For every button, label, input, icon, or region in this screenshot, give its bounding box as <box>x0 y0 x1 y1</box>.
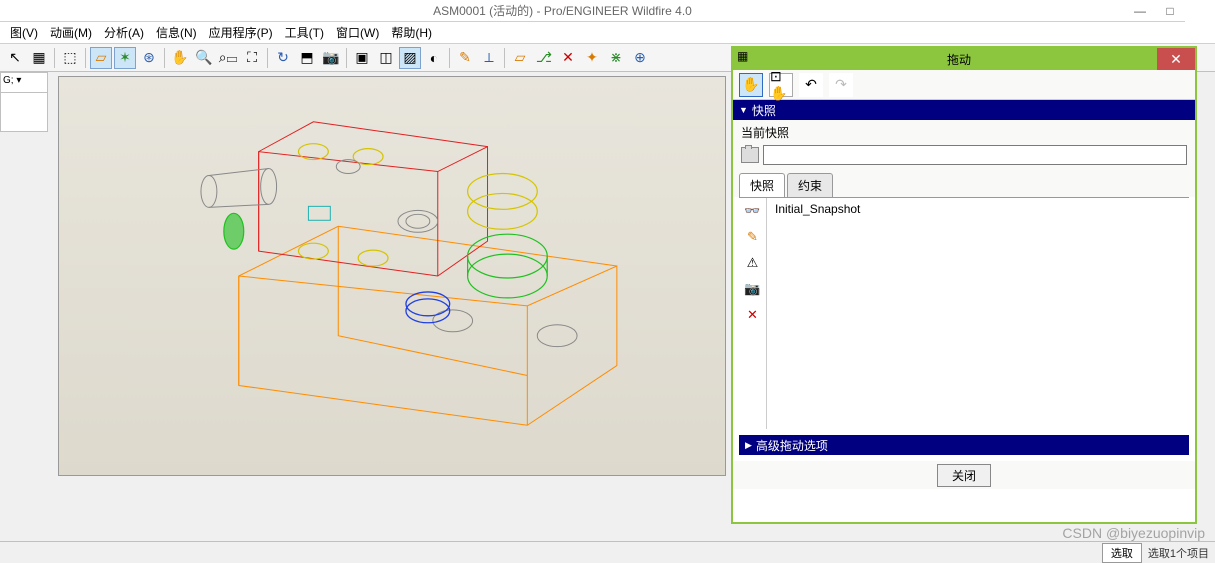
close-button[interactable] <box>1185 0 1215 22</box>
wireframe-icon[interactable]: ▣ <box>351 47 373 69</box>
menu-anim[interactable]: 动画(M) <box>44 22 98 43</box>
maximize-button[interactable]: □ <box>1155 0 1185 22</box>
glasses-icon[interactable]: 👓 <box>744 202 762 220</box>
snapshot-list[interactable]: Initial_Snapshot <box>767 198 1189 429</box>
point-drag-icon[interactable]: ✋ <box>739 73 763 97</box>
separator <box>85 48 86 68</box>
cad-model-icon <box>59 77 725 475</box>
plane-display-icon[interactable]: ▱ <box>509 47 531 69</box>
delete-icon[interactable]: ✕ <box>744 306 762 324</box>
dialog-close-button[interactable]: ✕ <box>1157 48 1195 70</box>
refit-icon[interactable]: ↻ <box>272 47 294 69</box>
left-filter-value: G; <box>3 75 14 86</box>
watermark-text: CSDN @biyezuopinvip <box>1062 525 1205 541</box>
menu-bar: 图(V) 动画(M) 分析(A) 信息(N) 应用程序(P) 工具(T) 窗口(… <box>0 22 1215 44</box>
extra-2-icon[interactable]: ⊕ <box>629 47 651 69</box>
pencil-icon[interactable]: ✎ <box>744 228 762 246</box>
datum-point-icon[interactable]: ⊛ <box>138 47 160 69</box>
redo-icon[interactable]: ↷ <box>829 73 853 97</box>
point-display-icon[interactable]: ✕ <box>557 47 579 69</box>
menu-analysis[interactable]: 分析(A) <box>98 22 150 43</box>
snapshot-section-label: 快照 <box>752 102 776 119</box>
hidden-line-icon[interactable]: ◫ <box>375 47 397 69</box>
tab-snapshot[interactable]: 快照 <box>739 173 785 197</box>
shaded-icon[interactable]: ◐ <box>423 47 445 69</box>
title-bar: ASM0001 (活动的) - Pro/ENGINEER Wildfire 4.… <box>0 0 1215 22</box>
datum-axis-icon[interactable]: ✶ <box>114 47 136 69</box>
dialog-footer: 关闭 <box>733 461 1195 489</box>
dialog-title-bar[interactable]: ▦ 拖动 ✕ <box>733 48 1195 70</box>
advanced-section-label: 高级拖动选项 <box>756 437 828 454</box>
separator <box>504 48 505 68</box>
separator <box>267 48 268 68</box>
dialog-tabs: 快照 约束 <box>733 169 1195 197</box>
dialog-close-btn[interactable]: 关闭 <box>937 464 991 487</box>
stop-icon[interactable]: ▦ <box>28 47 50 69</box>
dialog-title: 拖动 <box>761 51 1157 68</box>
measure-icon[interactable]: ⟂ <box>478 47 500 69</box>
snapshot-body: 👓 ✎ ⚠ 📷 ✕ Initial_Snapshot <box>739 197 1189 429</box>
graphics-viewport[interactable] <box>58 76 726 476</box>
menu-view[interactable]: 图(V) <box>4 22 44 43</box>
separator <box>164 48 165 68</box>
menu-window[interactable]: 窗口(W) <box>330 22 385 43</box>
warning-icon[interactable]: ⚠ <box>744 254 762 272</box>
undo-icon[interactable]: ↶ <box>799 73 823 97</box>
minimize-button[interactable]: — <box>1125 0 1155 22</box>
left-filter-dropdown[interactable]: G; ▾ <box>1 73 47 93</box>
select-rect-icon[interactable]: ⬚ <box>59 47 81 69</box>
menu-info[interactable]: 信息(N) <box>150 22 203 43</box>
current-snapshot-label: 当前快照 <box>741 124 1187 141</box>
camera-icon[interactable] <box>741 147 759 163</box>
expand-icon: ▶ <box>745 440 752 451</box>
pan-icon[interactable]: ✋ <box>169 47 191 69</box>
dialog-icon: ▦ <box>737 49 757 69</box>
current-snapshot-input[interactable] <box>763 145 1187 165</box>
status-select-button[interactable]: 选取 <box>1102 543 1142 563</box>
extra-1-icon[interactable]: ⋇ <box>605 47 627 69</box>
body-drag-icon[interactable]: ⊡✋ <box>769 73 793 97</box>
window-buttons: — □ <box>1125 0 1215 22</box>
camera-snap-icon[interactable]: 📷 <box>744 280 762 298</box>
separator <box>54 48 55 68</box>
collapse-icon: ▼ <box>739 105 748 115</box>
orient-icon[interactable]: ⬒ <box>296 47 318 69</box>
zoom-window-icon[interactable]: ⌕▭ <box>217 47 239 69</box>
zoom-fit-icon[interactable]: ⛶ <box>241 47 263 69</box>
saved-view-icon[interactable]: 📷 <box>320 47 342 69</box>
separator <box>449 48 450 68</box>
arrow-icon[interactable]: ↖ <box>4 47 26 69</box>
datum-plane-icon[interactable]: ▱ <box>90 47 112 69</box>
drag-dialog: ▦ 拖动 ✕ ✋ ⊡✋ ↶ ↷ ▼ 快照 当前快照 快照 约束 👓 ✎ ⚠ 📷 … <box>731 46 1197 524</box>
annotate-icon[interactable]: ✎ <box>454 47 476 69</box>
zoom-icon[interactable]: 🔍 <box>193 47 215 69</box>
window-title: ASM0001 (活动的) - Pro/ENGINEER Wildfire 4.… <box>0 2 1125 19</box>
dialog-toolbar: ✋ ⊡✋ ↶ ↷ <box>733 70 1195 100</box>
status-hint: 选取1个项目 <box>1148 545 1209 561</box>
csys-display-icon[interactable]: ✦ <box>581 47 603 69</box>
tab-constraint[interactable]: 约束 <box>787 173 833 197</box>
advanced-section-header[interactable]: ▶ 高级拖动选项 <box>739 435 1189 455</box>
separator <box>346 48 347 68</box>
snapshot-section-header[interactable]: ▼ 快照 <box>733 100 1195 120</box>
left-filter-panel: G; ▾ <box>0 72 48 132</box>
no-hidden-icon[interactable]: ▨ <box>399 47 421 69</box>
menu-help[interactable]: 帮助(H) <box>385 22 438 43</box>
snapshot-side-toolbar: 👓 ✎ ⚠ 📷 ✕ <box>739 198 767 429</box>
menu-app[interactable]: 应用程序(P) <box>203 22 279 43</box>
current-snapshot-row: 当前快照 <box>733 120 1195 169</box>
status-bar: 选取 选取1个项目 <box>0 541 1215 563</box>
axis-display-icon[interactable]: ⎇ <box>533 47 555 69</box>
snapshot-list-item[interactable]: Initial_Snapshot <box>775 202 1181 216</box>
menu-tools[interactable]: 工具(T) <box>279 22 330 43</box>
